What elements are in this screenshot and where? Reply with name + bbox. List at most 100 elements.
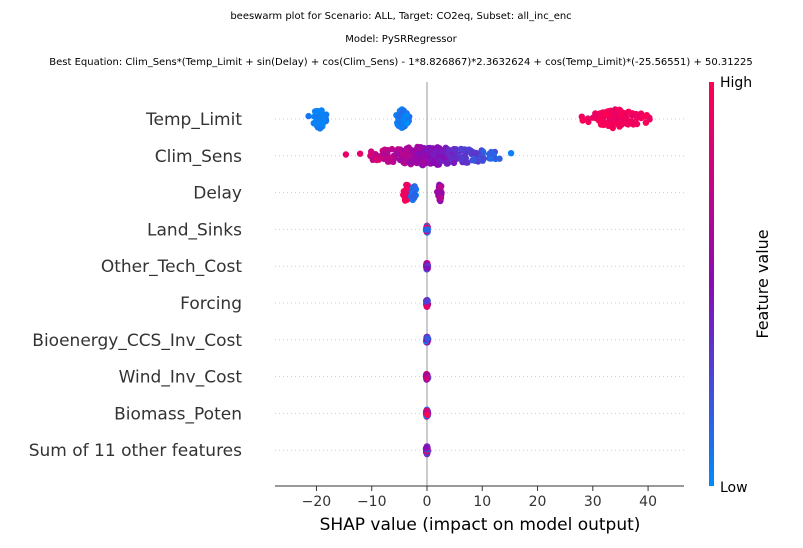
shap-point <box>356 150 364 157</box>
shap-point <box>426 147 433 155</box>
colorbar-high-label: High <box>720 75 752 91</box>
shap-point <box>458 155 465 162</box>
feature-label: Wind_Inv_Cost <box>119 368 243 388</box>
shap-point <box>604 111 612 119</box>
shap-point <box>435 188 443 196</box>
shap-point <box>480 155 487 162</box>
feature-labels: Temp_Limit Clim_Sens Delay Land_Sinks Other_… <box>29 110 243 461</box>
shap-point <box>450 159 458 167</box>
shap-point <box>439 147 447 154</box>
shap-point <box>579 117 586 124</box>
shap-point <box>380 150 387 158</box>
x-tick-label: 30 <box>584 494 602 510</box>
shap-point <box>646 116 653 123</box>
x-ticks: −20 −10 0 10 20 30 40 <box>302 486 657 510</box>
feature-label: Sum of 11 other features <box>29 441 242 461</box>
shap-point <box>437 194 445 201</box>
shap-point <box>411 184 418 191</box>
shap-point <box>424 374 431 382</box>
x-tick-label: −10 <box>357 494 387 510</box>
row-gridlines <box>275 118 684 451</box>
shap-point <box>423 303 431 310</box>
shap-point <box>633 114 640 121</box>
shap-point <box>507 150 515 157</box>
shap-point <box>589 114 597 121</box>
feature-label: Temp_Limit <box>145 110 242 130</box>
shap-point <box>597 121 605 128</box>
shap-point <box>396 112 403 120</box>
feature-label: Clim_Sens <box>155 147 242 167</box>
shap-point <box>623 114 630 122</box>
x-tick-label: −20 <box>302 494 332 510</box>
shap-point <box>404 182 411 189</box>
shap-point <box>641 113 648 120</box>
x-tick-label: 20 <box>529 494 547 510</box>
feature-label: Other_Tech_Cost <box>101 257 242 277</box>
x-axis-title: SHAP value (impact on model output) <box>320 515 641 535</box>
shap-point <box>403 120 411 127</box>
shap-point <box>615 121 622 128</box>
shap-point <box>423 444 430 452</box>
shap-point <box>422 226 430 233</box>
shap-point <box>613 115 620 122</box>
shap-point <box>373 156 380 164</box>
shap-point <box>419 148 427 155</box>
feature-label: Biomass_Poten <box>114 404 242 424</box>
feature-label: Forcing <box>180 294 242 314</box>
feature-label: Delay <box>193 184 242 204</box>
shap-point <box>423 265 431 272</box>
colorbar-title: Feature value <box>753 229 772 338</box>
shap-points <box>305 106 653 458</box>
shap-point <box>487 155 495 162</box>
shap-point <box>318 107 325 115</box>
shap-point <box>496 155 503 162</box>
shap-point <box>488 148 495 156</box>
shap-point <box>617 111 624 118</box>
shap-point <box>415 145 422 152</box>
shap-point <box>625 108 632 116</box>
shap-point <box>305 112 312 120</box>
shap-point <box>342 151 350 158</box>
shap-point <box>384 158 392 165</box>
shap-point <box>411 189 418 197</box>
shap-point <box>461 146 469 153</box>
shap-point <box>368 151 375 158</box>
chart-title: beeswarm plot for Scenario: ALL, Target:… <box>49 11 752 68</box>
shap-point <box>472 149 480 157</box>
shap-point <box>319 120 326 128</box>
shap-point <box>400 115 408 122</box>
shap-point <box>423 298 430 305</box>
shap-point <box>318 114 326 121</box>
shap-point <box>597 111 604 118</box>
x-tick-label: 0 <box>423 494 432 510</box>
shap-point <box>467 147 474 154</box>
shap-point <box>444 159 451 166</box>
shap-point <box>401 157 408 164</box>
title-line-3: Best Equation: Clim_Sens*(Temp_Limit + s… <box>49 57 752 68</box>
shap-point <box>403 147 410 154</box>
shap-point <box>424 335 431 342</box>
shap-point <box>399 107 407 115</box>
x-tick-label: 40 <box>639 494 657 510</box>
shap-point <box>430 159 437 166</box>
feature-label: Bioenergy_CCS_Inv_Cost <box>32 331 242 351</box>
feature-label: Land_Sinks <box>147 220 242 240</box>
title-line-1: beeswarm plot for Scenario: ALL, Target:… <box>230 11 571 22</box>
shap-point <box>419 160 426 167</box>
shap-point <box>469 157 476 164</box>
shap-point <box>450 146 457 153</box>
shap-point <box>629 119 637 126</box>
x-axis: −20 −10 0 10 20 30 40 SHAP value (impact on mo… <box>275 485 684 535</box>
shap-point <box>430 151 437 158</box>
shap-point <box>585 118 592 126</box>
shap-point <box>313 120 321 128</box>
shap-point <box>437 183 444 191</box>
shap-point <box>394 150 401 157</box>
colorbar: High Low Feature value <box>709 75 772 496</box>
title-line-2: Model: PySRRegressor <box>345 34 457 45</box>
shap-point <box>447 153 454 160</box>
shap-point <box>424 411 431 419</box>
shap-point <box>400 188 407 195</box>
colorbar-low-label: Low <box>720 480 748 496</box>
